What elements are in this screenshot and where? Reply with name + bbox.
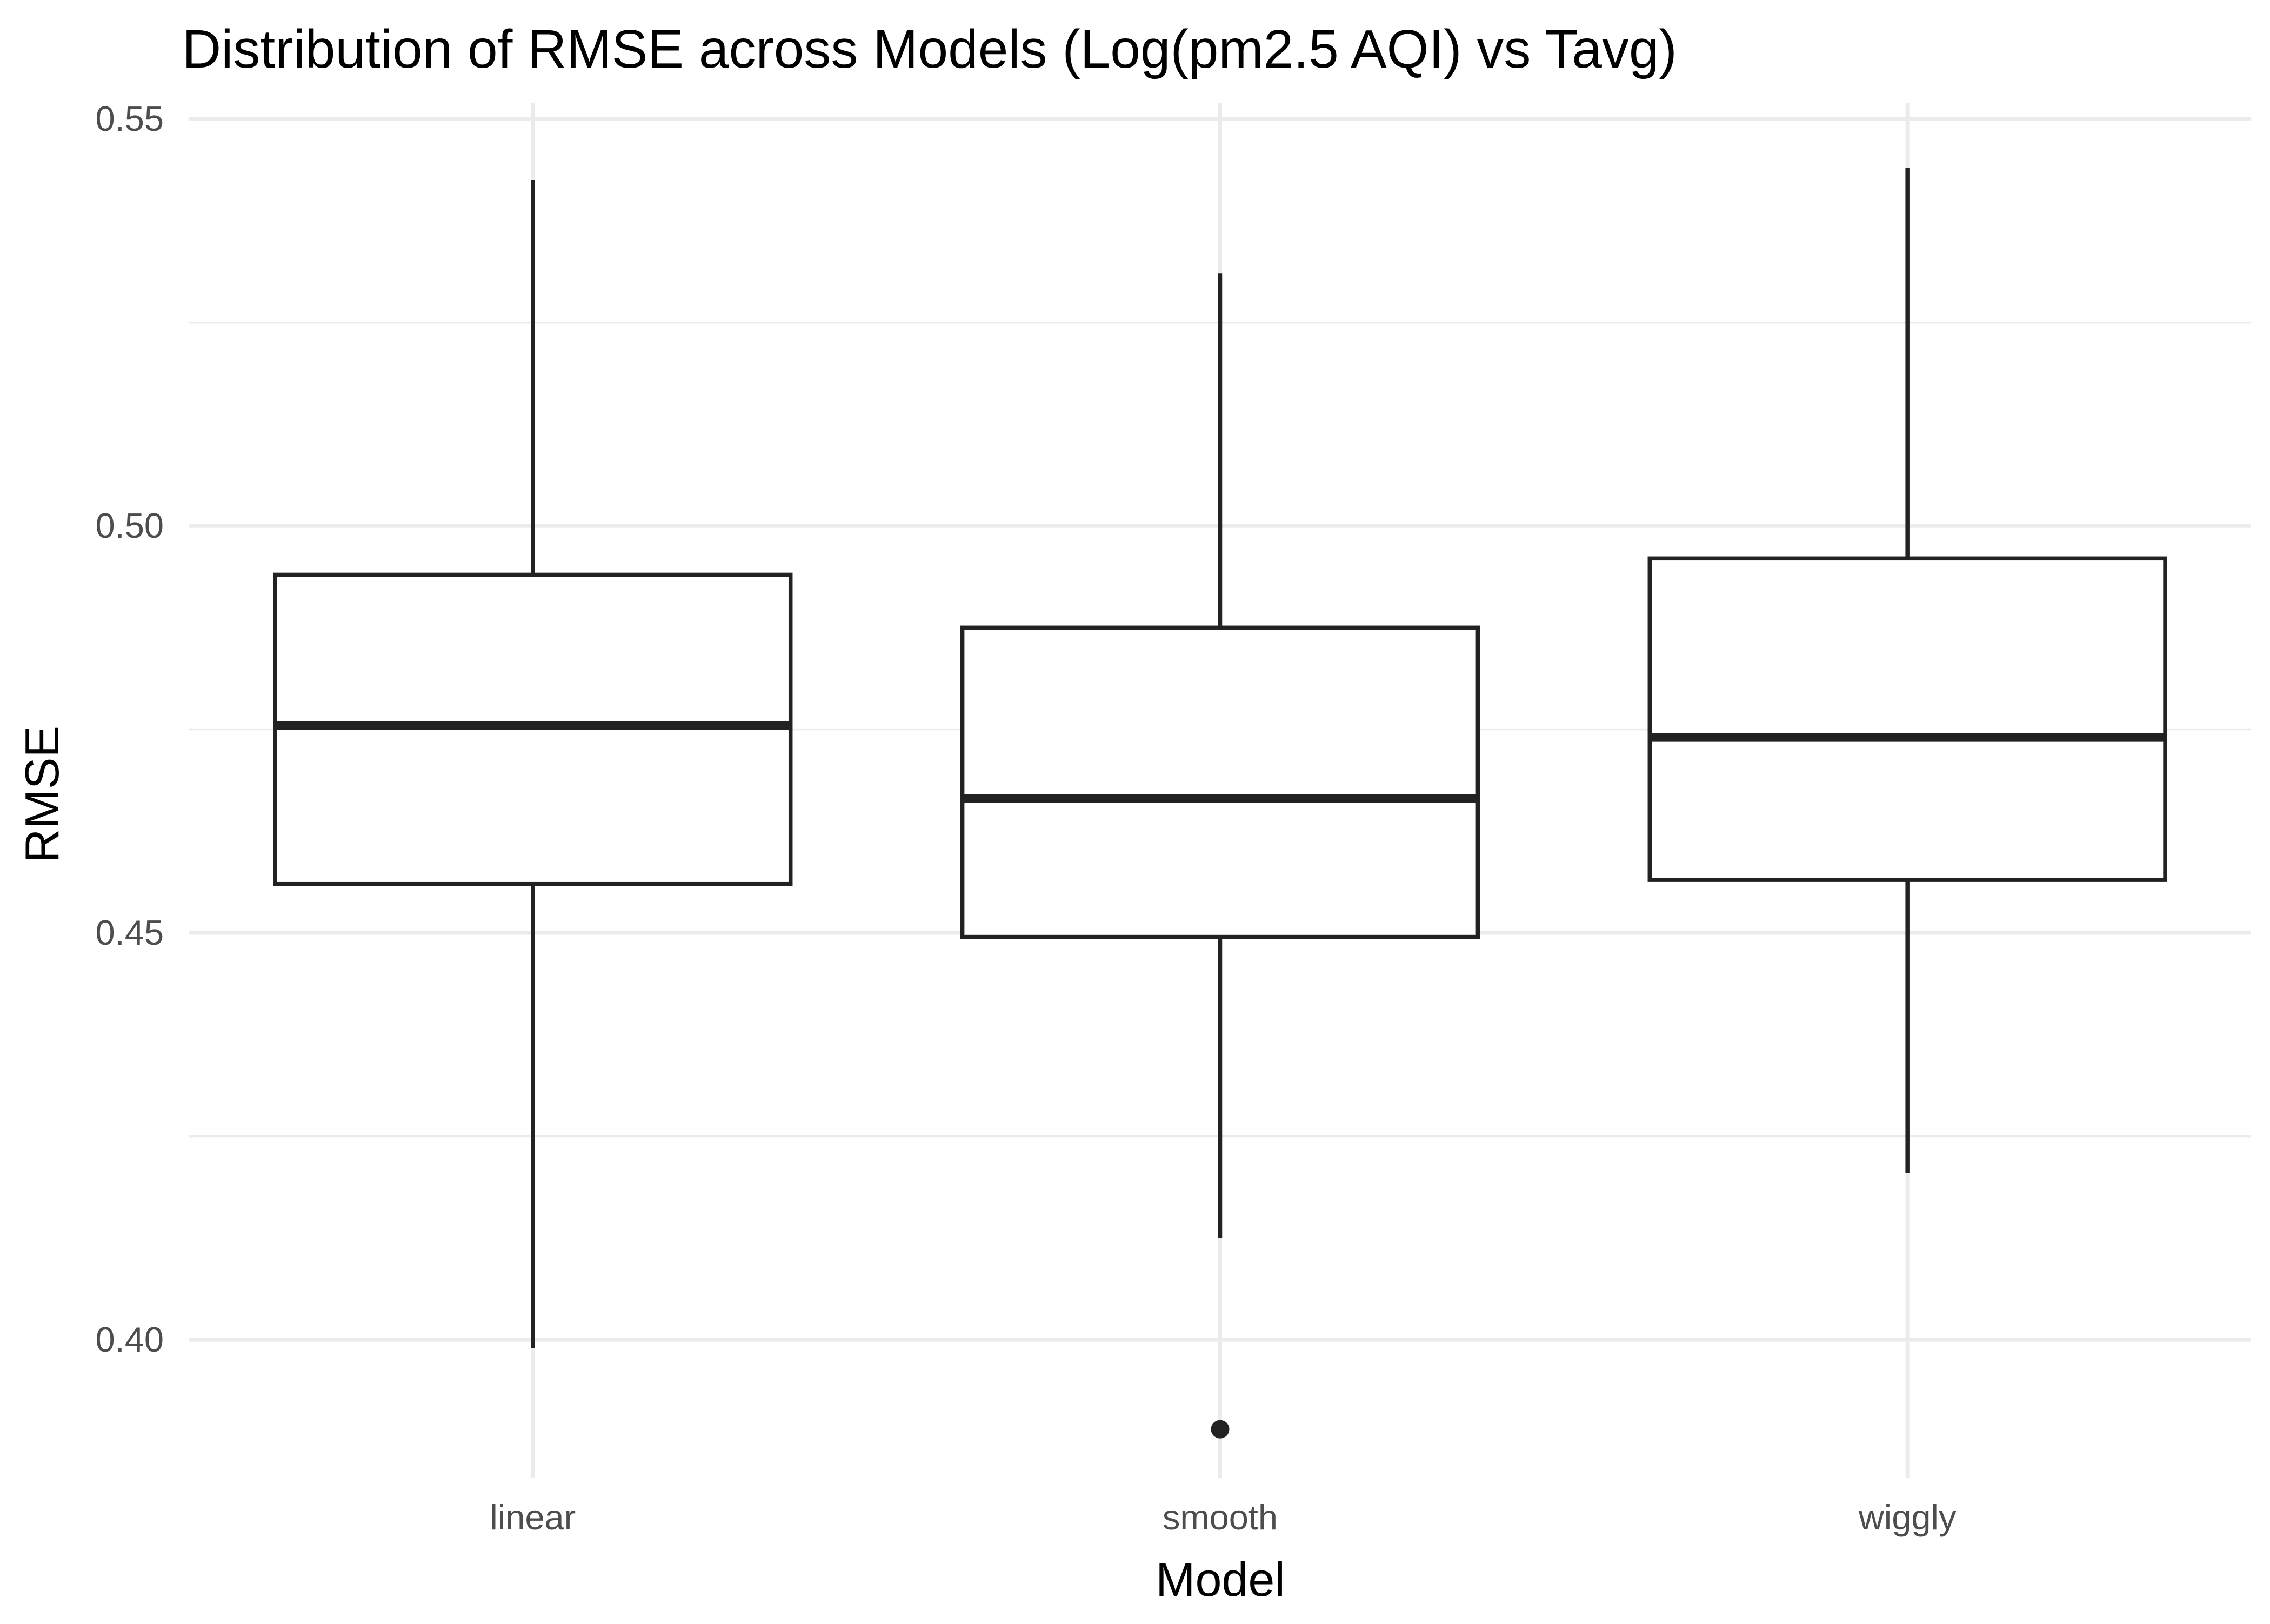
y-tick-label: 0.55 bbox=[95, 99, 164, 138]
y-tick-label: 0.45 bbox=[95, 913, 164, 952]
x-tick-label: wiggly bbox=[1858, 1498, 1957, 1537]
box-smooth bbox=[960, 273, 1480, 1439]
box-linear bbox=[273, 180, 793, 1348]
x-tick-label: linear bbox=[490, 1498, 576, 1537]
y-tick-label: 0.40 bbox=[95, 1320, 164, 1359]
y-tick-label: 0.50 bbox=[95, 506, 164, 545]
iqr-box bbox=[960, 625, 1480, 939]
x-axis-title: Model bbox=[1156, 1553, 1285, 1606]
box-layer bbox=[273, 168, 2167, 1439]
x-tick-label: smooth bbox=[1163, 1498, 1278, 1537]
iqr-box bbox=[1647, 556, 2167, 882]
label-layer: 0.40 0.45 0.50 0.55 linear smooth wiggly bbox=[95, 99, 1956, 1537]
outlier-point bbox=[1211, 1420, 1230, 1439]
box-wiggly bbox=[1647, 168, 2167, 1173]
y-axis-title: RMSE bbox=[15, 726, 69, 863]
chart-title: Distribution of RMSE across Models (Log(… bbox=[182, 19, 1677, 79]
